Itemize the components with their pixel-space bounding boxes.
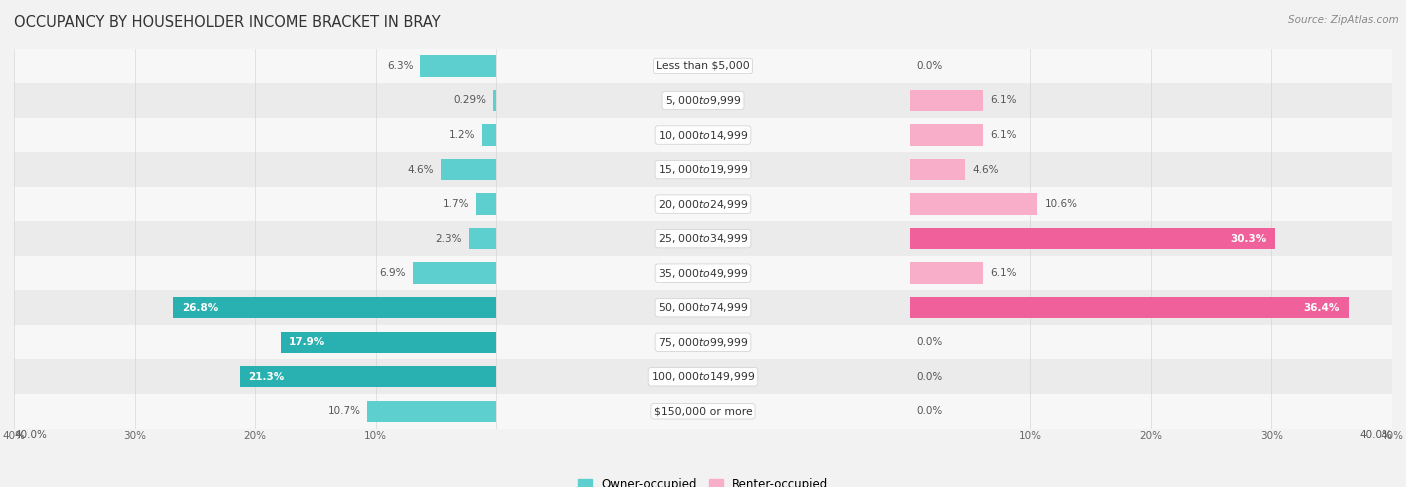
- Bar: [14, 118, 1392, 152]
- Legend: Owner-occupied, Renter-occupied: Owner-occupied, Renter-occupied: [578, 478, 828, 487]
- Text: 6.9%: 6.9%: [380, 268, 406, 278]
- Text: $35,000 to $49,999: $35,000 to $49,999: [658, 267, 748, 280]
- Text: 10.6%: 10.6%: [1045, 199, 1077, 209]
- Bar: [14, 152, 1392, 187]
- Text: 6.1%: 6.1%: [990, 130, 1017, 140]
- Bar: [910, 159, 965, 180]
- Text: 40.0%: 40.0%: [1360, 431, 1392, 440]
- Bar: [14, 83, 1392, 118]
- Text: $100,000 to $149,999: $100,000 to $149,999: [651, 370, 755, 383]
- Text: $10,000 to $14,999: $10,000 to $14,999: [658, 129, 748, 142]
- Bar: [14, 325, 1392, 359]
- Text: $15,000 to $19,999: $15,000 to $19,999: [658, 163, 748, 176]
- Text: 21.3%: 21.3%: [247, 372, 284, 382]
- Text: 0.0%: 0.0%: [917, 406, 943, 416]
- Bar: [910, 124, 983, 146]
- Text: $75,000 to $99,999: $75,000 to $99,999: [658, 336, 748, 349]
- Bar: [910, 228, 1275, 249]
- Bar: [475, 193, 496, 215]
- Text: 0.29%: 0.29%: [453, 95, 486, 106]
- Bar: [910, 193, 1038, 215]
- Text: 30.3%: 30.3%: [1230, 234, 1267, 244]
- Bar: [14, 394, 1392, 429]
- Bar: [14, 256, 1392, 290]
- Bar: [367, 401, 496, 422]
- Bar: [14, 187, 1392, 222]
- Text: Source: ZipAtlas.com: Source: ZipAtlas.com: [1288, 15, 1399, 25]
- Text: 36.4%: 36.4%: [1303, 303, 1340, 313]
- Text: 0.0%: 0.0%: [917, 337, 943, 347]
- Text: 40.0%: 40.0%: [14, 431, 46, 440]
- Bar: [420, 55, 496, 76]
- Text: 6.1%: 6.1%: [990, 268, 1017, 278]
- Text: 6.1%: 6.1%: [990, 95, 1017, 106]
- Text: 0.0%: 0.0%: [917, 61, 943, 71]
- Text: $150,000 or more: $150,000 or more: [654, 406, 752, 416]
- Bar: [239, 366, 496, 388]
- Bar: [281, 332, 496, 353]
- Text: OCCUPANCY BY HOUSEHOLDER INCOME BRACKET IN BRAY: OCCUPANCY BY HOUSEHOLDER INCOME BRACKET …: [14, 15, 440, 30]
- Bar: [910, 297, 1348, 318]
- Text: 6.3%: 6.3%: [387, 61, 413, 71]
- Bar: [441, 159, 496, 180]
- Text: 10.7%: 10.7%: [328, 406, 360, 416]
- Bar: [173, 297, 496, 318]
- Text: $50,000 to $74,999: $50,000 to $74,999: [658, 301, 748, 314]
- Bar: [14, 49, 1392, 83]
- Bar: [413, 262, 496, 284]
- Text: $25,000 to $34,999: $25,000 to $34,999: [658, 232, 748, 245]
- Bar: [482, 124, 496, 146]
- Bar: [14, 290, 1392, 325]
- Text: 1.7%: 1.7%: [443, 199, 470, 209]
- Text: 2.3%: 2.3%: [436, 234, 461, 244]
- Text: 26.8%: 26.8%: [181, 303, 218, 313]
- Text: 4.6%: 4.6%: [408, 165, 434, 174]
- Bar: [494, 90, 496, 111]
- Bar: [910, 90, 983, 111]
- Text: $5,000 to $9,999: $5,000 to $9,999: [665, 94, 741, 107]
- Bar: [14, 222, 1392, 256]
- Text: Less than $5,000: Less than $5,000: [657, 61, 749, 71]
- Text: 1.2%: 1.2%: [449, 130, 475, 140]
- Bar: [468, 228, 496, 249]
- Bar: [910, 262, 983, 284]
- Text: 4.6%: 4.6%: [972, 165, 998, 174]
- Text: 17.9%: 17.9%: [290, 337, 325, 347]
- Text: 0.0%: 0.0%: [917, 372, 943, 382]
- Text: $20,000 to $24,999: $20,000 to $24,999: [658, 198, 748, 210]
- Bar: [14, 359, 1392, 394]
